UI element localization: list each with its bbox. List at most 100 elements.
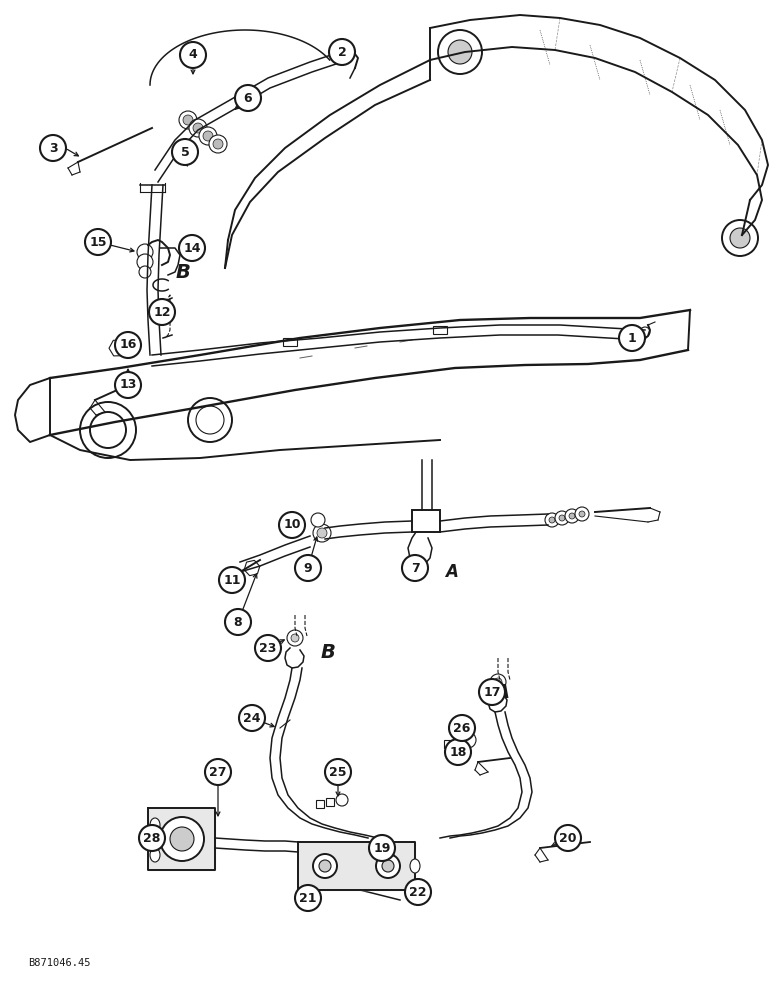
Circle shape: [287, 630, 303, 646]
Circle shape: [494, 678, 502, 686]
Text: 22: 22: [409, 886, 427, 898]
Text: 20: 20: [559, 832, 577, 844]
Circle shape: [317, 528, 327, 538]
Circle shape: [722, 220, 758, 256]
Circle shape: [193, 123, 203, 133]
Text: 15: 15: [90, 235, 107, 248]
Ellipse shape: [150, 818, 160, 832]
Circle shape: [448, 40, 472, 64]
Bar: [433, 326, 447, 334]
Circle shape: [313, 524, 331, 542]
Circle shape: [203, 131, 213, 141]
Bar: [412, 510, 440, 532]
Circle shape: [188, 398, 232, 442]
Text: 23: 23: [259, 642, 276, 654]
Text: B: B: [175, 262, 191, 282]
Circle shape: [179, 111, 197, 129]
Bar: [444, 740, 452, 748]
Bar: [326, 798, 334, 806]
Text: 3: 3: [49, 141, 57, 154]
Text: A: A: [445, 563, 459, 581]
Circle shape: [460, 732, 476, 748]
Circle shape: [449, 715, 475, 741]
Circle shape: [179, 235, 205, 261]
Circle shape: [555, 825, 581, 851]
Circle shape: [196, 406, 224, 434]
Circle shape: [85, 229, 111, 255]
Circle shape: [479, 679, 505, 705]
Text: 8: 8: [234, 615, 242, 629]
Circle shape: [382, 860, 394, 872]
Circle shape: [445, 739, 471, 765]
Circle shape: [490, 674, 506, 690]
Circle shape: [209, 135, 227, 153]
Circle shape: [319, 860, 331, 872]
Circle shape: [139, 825, 165, 851]
Circle shape: [139, 266, 151, 278]
Polygon shape: [298, 842, 415, 890]
Text: 17: 17: [483, 686, 501, 698]
Circle shape: [438, 30, 482, 74]
Circle shape: [255, 635, 281, 661]
Circle shape: [279, 512, 305, 538]
Text: 16: 16: [120, 338, 137, 352]
Bar: [454, 738, 462, 746]
Circle shape: [325, 759, 351, 785]
Circle shape: [239, 705, 265, 731]
Circle shape: [619, 325, 645, 351]
Circle shape: [160, 817, 204, 861]
Text: 9: 9: [303, 562, 313, 574]
Text: 24: 24: [243, 712, 261, 724]
Circle shape: [565, 509, 579, 523]
Ellipse shape: [410, 859, 420, 873]
Text: 6: 6: [244, 92, 252, 104]
Text: 12: 12: [154, 306, 171, 318]
Circle shape: [205, 759, 231, 785]
Circle shape: [199, 127, 217, 145]
Circle shape: [80, 402, 136, 458]
Text: B: B: [320, 643, 336, 662]
Circle shape: [115, 332, 141, 358]
Text: 19: 19: [374, 842, 391, 854]
Circle shape: [295, 555, 321, 581]
Circle shape: [295, 885, 321, 911]
Circle shape: [149, 299, 175, 325]
Text: 27: 27: [209, 766, 227, 778]
Text: A: A: [494, 682, 510, 702]
Circle shape: [313, 854, 337, 878]
Circle shape: [730, 228, 750, 248]
Text: 5: 5: [181, 145, 189, 158]
Polygon shape: [148, 808, 215, 870]
Circle shape: [180, 42, 206, 68]
Circle shape: [640, 327, 650, 337]
Circle shape: [40, 135, 66, 161]
Circle shape: [137, 244, 153, 260]
Text: 4: 4: [188, 48, 198, 62]
Text: 7: 7: [411, 562, 419, 574]
Text: 26: 26: [453, 722, 471, 734]
Text: 1: 1: [628, 332, 636, 344]
Circle shape: [376, 854, 400, 878]
Circle shape: [559, 515, 565, 521]
Text: 11: 11: [223, 574, 241, 586]
Circle shape: [545, 513, 559, 527]
Circle shape: [225, 609, 251, 635]
Ellipse shape: [150, 848, 160, 862]
Circle shape: [235, 85, 261, 111]
Circle shape: [291, 634, 299, 642]
Circle shape: [213, 139, 223, 149]
Text: 21: 21: [300, 892, 317, 904]
Circle shape: [137, 254, 153, 270]
Circle shape: [555, 511, 569, 525]
Circle shape: [575, 507, 589, 521]
Text: 28: 28: [144, 832, 161, 844]
Bar: [283, 338, 297, 346]
Circle shape: [189, 119, 207, 137]
Text: 18: 18: [449, 746, 467, 758]
Circle shape: [549, 517, 555, 523]
Circle shape: [336, 794, 348, 806]
Circle shape: [329, 39, 355, 65]
Circle shape: [569, 513, 575, 519]
Circle shape: [579, 511, 585, 517]
Circle shape: [311, 513, 325, 527]
